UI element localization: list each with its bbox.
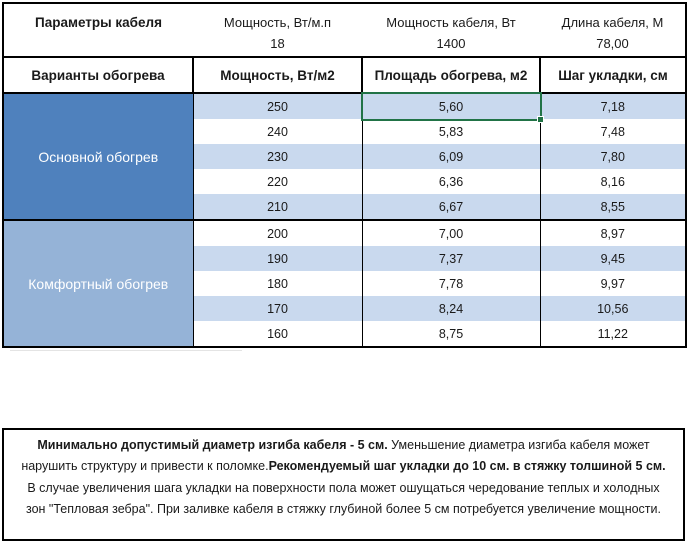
table-row: Комфортный обогрев 200 7,00 8,97	[3, 219, 686, 347]
table-row: 230 6,09 7,80	[3, 144, 686, 169]
table-cell[interactable]: 11,22	[539, 321, 686, 347]
header-variants[interactable]: Варианты обогрева	[2, 56, 194, 94]
table-cell[interactable]: 7,80	[539, 144, 686, 169]
table-header-row: Варианты обогрева Мощность, Вт/м2 Площад…	[2, 56, 687, 94]
heating-table: Параметры кабеля Мощность, Вт/м.п Мощнос…	[2, 2, 687, 348]
table-cell[interactable]: 210	[192, 194, 362, 220]
fill-handle[interactable]	[536, 116, 544, 123]
table-cell[interactable]: 170	[192, 296, 362, 321]
params-title-cell[interactable]: Параметры кабеля	[35, 15, 162, 30]
table-cell[interactable]: 200	[192, 219, 362, 246]
table-cell[interactable]: 160	[192, 321, 362, 347]
table-row: Основной обогрев 250 5,60 7,18	[3, 92, 686, 220]
table-cell[interactable]: 190	[192, 246, 362, 271]
params-cable-power-label[interactable]: Мощность кабеля, Вт	[386, 15, 516, 30]
gridline-artifact	[10, 350, 242, 351]
params-label-row: Параметры кабеля Мощность, Вт/м.п Мощнос…	[3, 3, 686, 31]
table-cell[interactable]: 8,16	[539, 169, 686, 194]
note-bold-text: Минимально допустимый диаметр изгиба каб…	[37, 438, 388, 452]
note-paragraph: Минимально допустимый диаметр изгиба каб…	[21, 438, 665, 516]
table-cell[interactable]: 8,75	[361, 321, 540, 347]
table-cell[interactable]: 230	[192, 144, 362, 169]
params-power-per-m-label[interactable]: Мощность, Вт/м.п	[223, 15, 332, 30]
params-cable-power-value[interactable]: 1400	[436, 36, 466, 51]
header-area[interactable]: Площадь обогрева, м2	[361, 56, 541, 94]
section-label-primary[interactable]: Основной обогрев	[3, 93, 193, 220]
params-value-row: 18 1400 78,00	[3, 31, 686, 57]
table-cell[interactable]: 220	[192, 169, 362, 194]
table-row: 240 5,83 7,48	[3, 119, 686, 144]
table-cell[interactable]: 9,97	[539, 271, 686, 296]
section-label-comfort[interactable]: Комфортный обогрев	[3, 219, 193, 347]
table-cell[interactable]: 10,56	[539, 296, 686, 321]
table-cell[interactable]: 8,97	[539, 219, 686, 246]
table-cell[interactable]: 7,18	[539, 93, 686, 119]
table-cell[interactable]: 180	[192, 271, 362, 296]
params-cable-length-label[interactable]: Длина кабеля, М	[561, 15, 664, 30]
table-cell[interactable]: 7,78	[361, 271, 540, 296]
header-power[interactable]: Мощность, Вт/м2	[192, 56, 363, 94]
selection-border	[360, 92, 544, 123]
table-cell[interactable]: 7,48	[539, 119, 686, 144]
selected-cell[interactable]: 5,60	[360, 92, 544, 123]
table-cell[interactable]: 9,45	[539, 246, 686, 271]
table-row: 210 6,67 8,55	[3, 194, 686, 220]
table-cell[interactable]: 7,37	[361, 246, 540, 271]
note-text: Уменьшение диаметра изгиба кабеля может …	[21, 438, 650, 474]
note-text: В случае увеличения шага укладки на пове…	[26, 480, 661, 517]
table-row: 220 6,36 8,16	[3, 169, 686, 194]
note-bold-text: Рекомендуемый шаг укладки до 10 см. в ст…	[268, 459, 666, 474]
table-row: 190 7,37 9,45	[3, 246, 686, 271]
header-spacing[interactable]: Шаг укладки, см	[539, 56, 687, 94]
params-power-per-m-value[interactable]: 18	[270, 36, 285, 51]
params-empty-cell[interactable]	[3, 31, 193, 57]
table-cell[interactable]: 5,83	[361, 119, 540, 144]
note-box: Минимально допустимый диаметр изгиба каб…	[2, 428, 685, 541]
table-row: 170 8,24 10,56	[3, 296, 686, 321]
table-cell[interactable]: 7,00	[361, 219, 540, 246]
params-cable-length-value[interactable]: 78,00	[596, 36, 629, 51]
table-cell[interactable]: 6,09	[361, 144, 540, 169]
table-cell[interactable]: 240	[192, 119, 362, 144]
table-cell[interactable]: 250	[192, 93, 362, 119]
table-cell[interactable]: 8,24	[361, 296, 540, 321]
data-rows: Основной обогрев 250 5,60 7,18 240 5,83 7,48 23…	[3, 92, 686, 347]
table-cell[interactable]: 6,67	[361, 194, 540, 220]
table-cell[interactable]: 8,55	[539, 194, 686, 220]
table-row: 160 8,75 11,22	[3, 321, 686, 347]
table-row: 180 7,78 9,97	[3, 271, 686, 296]
table-cell[interactable]: 6,36	[361, 169, 540, 194]
